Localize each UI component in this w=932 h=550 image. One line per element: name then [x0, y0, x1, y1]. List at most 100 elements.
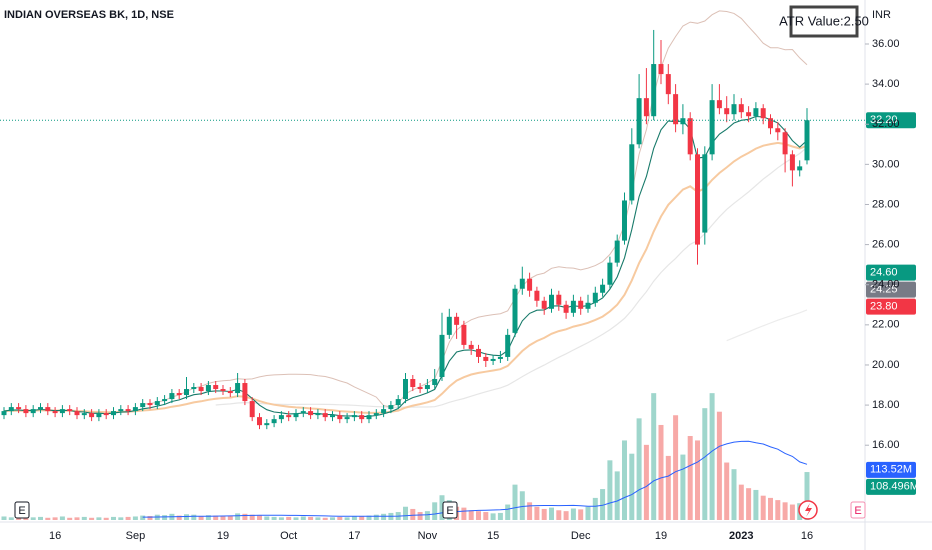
volume-bar — [337, 516, 343, 520]
earnings-marker-label[interactable]: E — [446, 505, 453, 517]
volume-bar — [702, 408, 708, 520]
candle-body — [549, 294, 554, 309]
earnings-marker[interactable] — [14, 501, 30, 519]
y-tick-label: 28.00 — [872, 198, 900, 210]
volume-bar — [111, 516, 116, 520]
candle-body — [687, 118, 693, 155]
candle-body — [205, 385, 211, 392]
candle-body — [775, 128, 781, 133]
candle-body — [789, 154, 795, 171]
candle-body — [52, 411, 58, 414]
candle-body — [680, 118, 686, 125]
candle-body — [578, 300, 584, 309]
candle-body — [753, 108, 759, 117]
volume-bar — [125, 516, 131, 520]
candle-body — [67, 409, 73, 412]
candle-body — [585, 302, 591, 309]
candle-body — [23, 409, 29, 414]
volume-bar — [614, 471, 620, 520]
volume-bar — [235, 513, 241, 520]
candle-body — [16, 407, 22, 410]
candle-body — [417, 387, 423, 390]
candle-body — [381, 409, 387, 414]
candle-body — [505, 334, 511, 357]
earnings-marker[interactable] — [850, 501, 866, 519]
volume-bar — [476, 511, 481, 520]
volume-bar — [359, 516, 365, 520]
candle-body — [132, 407, 138, 412]
volume-bar — [804, 472, 810, 520]
volume-bar — [220, 516, 226, 520]
price-badge — [866, 478, 916, 495]
earnings-marker[interactable] — [442, 501, 458, 519]
candle-body — [760, 108, 766, 119]
volume-bar — [293, 517, 299, 520]
candle-body — [38, 407, 43, 410]
candle-body — [665, 74, 671, 95]
volume-bar — [541, 508, 547, 520]
candle-body — [804, 120, 810, 161]
earnings-marker-label[interactable]: E — [18, 505, 25, 517]
currency: INR — [872, 9, 891, 21]
candle-body — [439, 334, 445, 378]
candle-body — [563, 304, 569, 313]
volume-bar — [67, 517, 73, 520]
candle-body — [322, 413, 328, 418]
volume-bar — [205, 515, 211, 520]
candle-body — [673, 94, 679, 125]
volume-bar — [103, 517, 109, 520]
volume-bar — [585, 506, 591, 520]
volume-bar — [782, 502, 788, 520]
candle-body — [315, 413, 321, 416]
candle-body — [330, 415, 335, 418]
candle-body — [257, 417, 262, 426]
candle-body — [45, 407, 51, 412]
x-tick-label: 16 — [801, 530, 813, 542]
candle-body — [111, 411, 116, 416]
volume-ma-line — [142, 440, 808, 518]
volume-bar — [607, 460, 613, 520]
atr-box — [789, 5, 859, 38]
volume-bar — [643, 444, 649, 520]
volume-bar — [731, 469, 737, 520]
volume-bar — [687, 436, 693, 520]
volume-bar — [381, 513, 387, 520]
volume-bar — [468, 510, 474, 520]
earnings-marker-label[interactable]: E — [854, 505, 861, 517]
candle-body — [89, 413, 95, 418]
volume-bar — [184, 514, 189, 520]
volume-bar — [132, 516, 138, 520]
candle-body — [198, 387, 204, 392]
candle-body — [366, 415, 372, 420]
candle-body — [782, 132, 788, 155]
candle-body — [490, 358, 496, 361]
volume-bar — [578, 509, 584, 520]
candle-body — [118, 409, 124, 412]
candle-body — [476, 348, 481, 357]
volume-bar — [527, 502, 533, 520]
candle-body — [176, 393, 182, 396]
x-tick-label: Oct — [280, 530, 297, 542]
volume-bar — [373, 514, 379, 520]
volume-bar — [665, 455, 671, 520]
volume-bar — [746, 488, 752, 520]
volume-bar — [351, 516, 357, 520]
candle-body — [373, 413, 379, 416]
volume-bar — [709, 393, 715, 520]
volume-bar — [89, 517, 95, 520]
candle-body — [293, 413, 299, 418]
candle-body — [461, 324, 467, 345]
price-badge-label: 24.60 — [870, 267, 898, 279]
x-tick-label: Sep — [126, 530, 146, 542]
y-tick-label: 30.00 — [872, 158, 900, 170]
candle-body — [454, 316, 460, 325]
volume-bar — [716, 411, 722, 520]
volume-bar — [512, 484, 518, 520]
candle-body — [125, 409, 131, 412]
volume-bar — [162, 515, 168, 520]
candle-body — [249, 401, 255, 418]
volume-bar — [403, 506, 408, 520]
candle-body — [220, 389, 226, 392]
volume-bar — [439, 495, 445, 520]
candle-body — [337, 415, 343, 420]
